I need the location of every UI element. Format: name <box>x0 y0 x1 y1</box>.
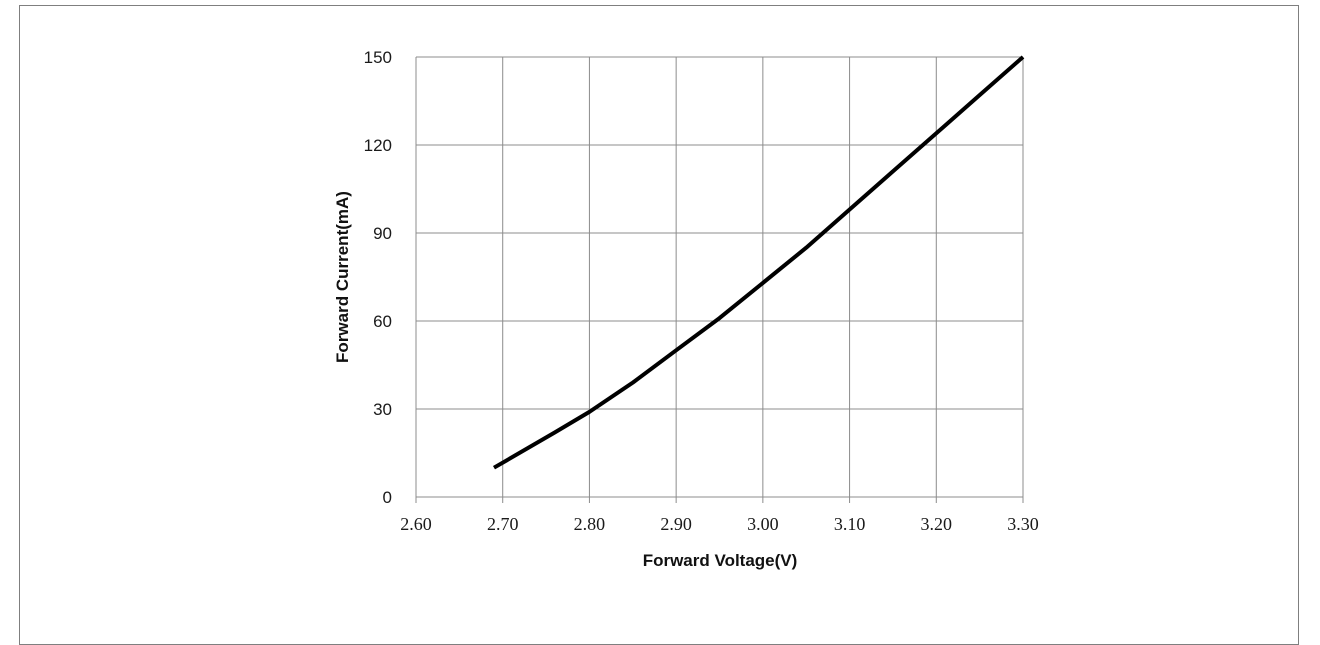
y-tick-label: 60 <box>373 312 392 331</box>
x-tick-label: 3.00 <box>747 514 779 534</box>
y-tick-label: 150 <box>364 48 392 67</box>
grid <box>415 56 1024 503</box>
x-tick-label: 3.30 <box>1007 514 1039 534</box>
chart-frame <box>19 5 1299 645</box>
x-tick-label: 2.70 <box>487 514 519 534</box>
y-axis-title: Forward Current(mA) <box>333 191 352 363</box>
x-tick-label: 2.60 <box>400 514 432 534</box>
y-tick-label: 30 <box>373 400 392 419</box>
x-axis-ticks: 2.60 2.70 2.80 2.90 3.00 3.10 3.20 3.30 <box>400 514 1039 534</box>
y-tick-label: 0 <box>383 488 392 507</box>
series-line <box>492 55 1025 470</box>
x-tick-label: 2.80 <box>574 514 606 534</box>
x-tick-label: 2.90 <box>660 514 692 534</box>
x-tick-label: 3.20 <box>921 514 953 534</box>
y-axis-ticks: 0 30 60 90 120 150 <box>364 48 392 507</box>
y-tick-label: 90 <box>373 224 392 243</box>
y-tick-label: 120 <box>364 136 392 155</box>
x-tick-label: 3.10 <box>834 514 866 534</box>
series-layer <box>492 55 1025 470</box>
x-axis-title: Forward Voltage(V) <box>643 551 798 570</box>
